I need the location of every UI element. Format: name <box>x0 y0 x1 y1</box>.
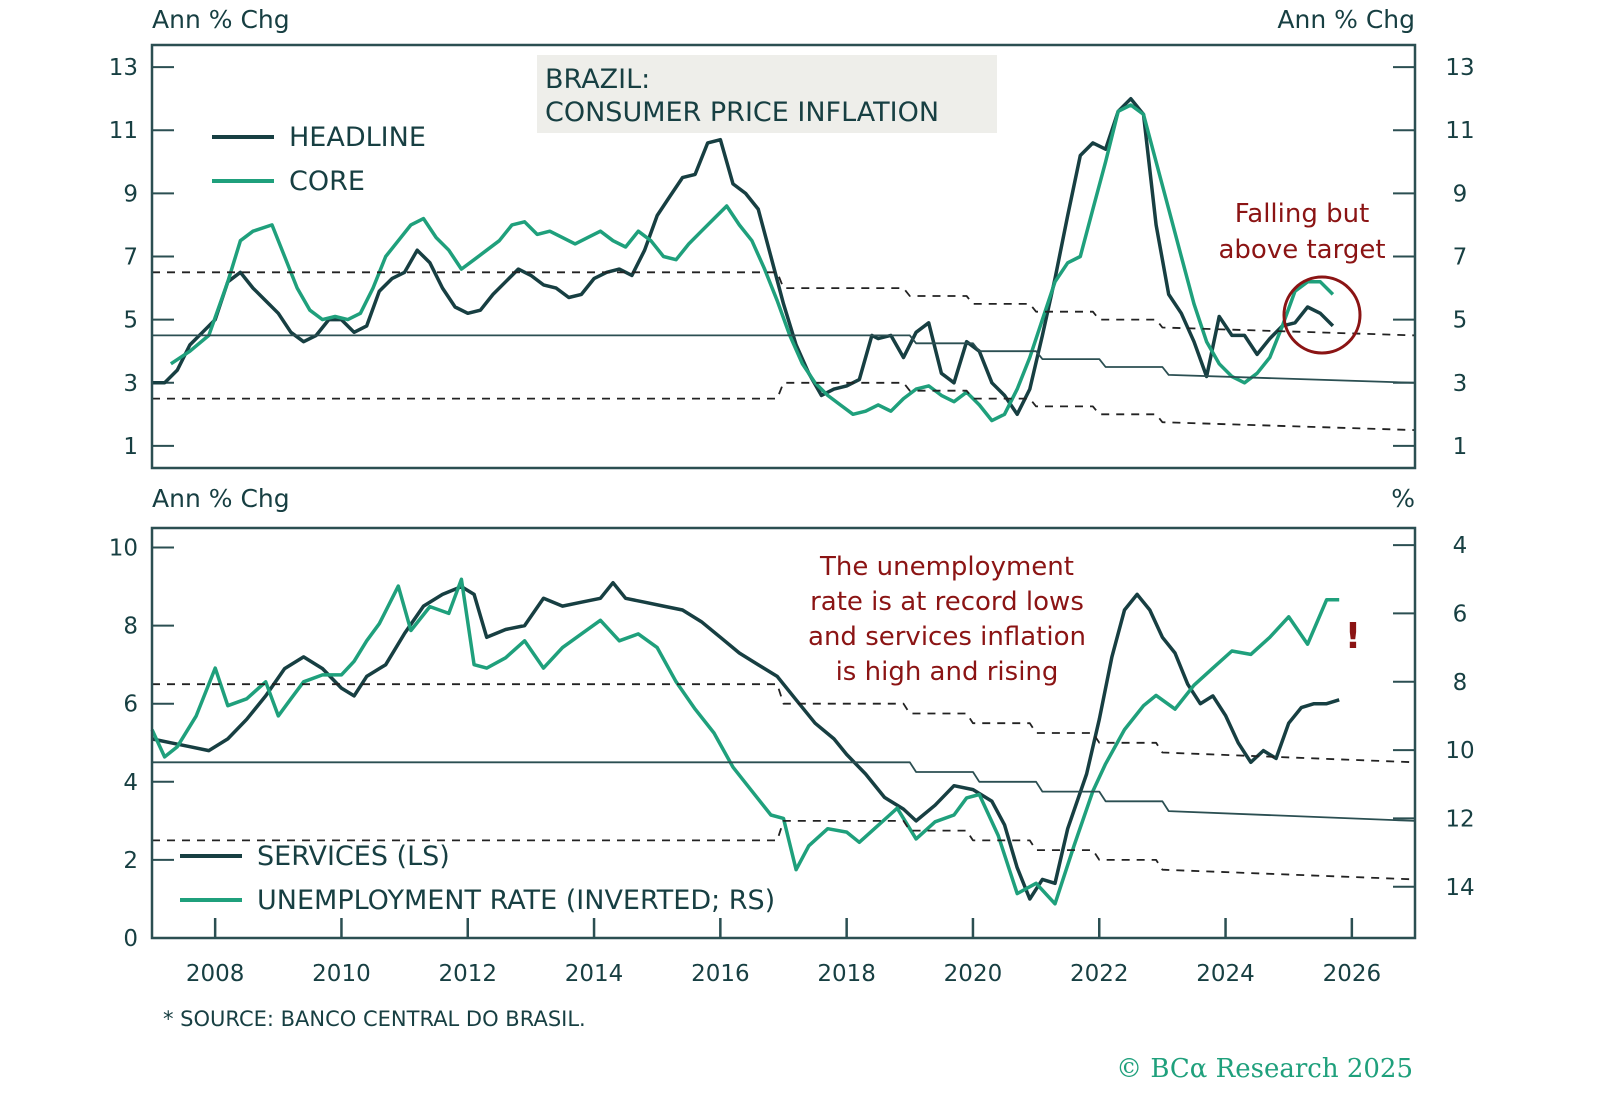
source-note: * SOURCE: BANCO CENTRAL DO BRASIL. <box>163 1007 586 1031</box>
bottom-legend: SERVICES (LS) UNEMPLOYMENT RATE (INVERTE… <box>180 841 775 916</box>
bottom-plot-frame <box>150 526 1417 940</box>
bottom-left-tick-label: 10 <box>109 536 138 562</box>
legend-unemployment-label: UNEMPLOYMENT RATE (INVERTED; RS) <box>257 885 775 916</box>
bottom-annotation-line3: and services inflation <box>808 622 1086 652</box>
top-annotation-line2: above target <box>1218 235 1385 265</box>
x-tick-label: 2020 <box>944 961 1003 987</box>
top-right-tick-label: 1 <box>1453 434 1468 460</box>
top-panel: Ann % Chg Ann % Chg BRAZIL: CONSUMER PRI… <box>109 5 1475 470</box>
x-tick-label: 2018 <box>817 961 876 987</box>
target-center-line <box>152 761 1416 822</box>
x-axis: 2008 2010 2012 2014 2016 2018 2020 2022 2024 2026 <box>186 918 1381 987</box>
bottom-right-tick-label: 6 <box>1453 601 1468 627</box>
headline-line <box>152 96 1335 417</box>
x-tick-label: 2008 <box>186 961 245 987</box>
bottom-annotation-line4: is high and rising <box>836 657 1059 687</box>
bottom-left-tick-label: 4 <box>123 770 138 796</box>
target-center-line <box>152 334 1416 384</box>
top-right-tick-label: 11 <box>1445 118 1474 144</box>
legend-services-label: SERVICES (LS) <box>257 841 450 872</box>
target-band-line <box>152 820 1416 881</box>
top-left-tick-label: 3 <box>123 371 138 397</box>
top-left-axis-label: Ann % Chg <box>152 5 290 34</box>
credit-text: © BCα Research 2025 <box>1116 1054 1413 1084</box>
x-tick-label: 2010 <box>312 961 371 987</box>
bottom-right-tick-label: 4 <box>1453 533 1468 559</box>
exclamation-mark: ! <box>1345 616 1361 657</box>
x-tick-label: 2016 <box>691 961 750 987</box>
bottom-right-tick-label: 10 <box>1445 738 1474 764</box>
top-annotation-line1: Falling but <box>1235 199 1370 229</box>
x-tick-label: 2024 <box>1196 961 1255 987</box>
x-tick-label: 2022 <box>1070 961 1129 987</box>
top-left-tick-label: 5 <box>123 308 138 334</box>
bottom-left-tick-label: 8 <box>123 614 138 640</box>
top-left-tick-label: 9 <box>123 181 138 207</box>
target-band-line <box>152 271 1416 337</box>
x-tick-label: 2026 <box>1323 961 1382 987</box>
title-box <box>537 55 997 133</box>
top-series <box>152 96 1416 431</box>
bottom-left-tick-label: 2 <box>123 848 138 874</box>
bottom-annotation-line2: rate is at record lows <box>810 587 1084 617</box>
top-plot-frame <box>150 43 1417 470</box>
bottom-left-axis-label: Ann % Chg <box>152 484 290 513</box>
top-right-tick-label: 5 <box>1453 308 1468 334</box>
top-left-tick-label: 1 <box>123 434 138 460</box>
top-right-tick-label: 13 <box>1445 55 1474 81</box>
x-tick-label: 2012 <box>438 961 497 987</box>
target-band-line <box>152 381 1416 431</box>
top-legend: HEADLINE CORE <box>212 122 426 197</box>
bottom-left-tick-label: 0 <box>123 926 138 952</box>
bottom-panel: Ann % Chg % 0 2 4 6 8 10 4 6 8 10 12 14 SERVICES (L… <box>109 484 1475 987</box>
legend-core-label: CORE <box>289 166 365 197</box>
chart-title: BRAZIL: <box>545 64 650 95</box>
legend-headline-label: HEADLINE <box>289 122 426 153</box>
bottom-right-tick-label: 8 <box>1453 670 1468 696</box>
bottom-grid: 0 2 4 6 8 10 4 6 8 10 12 14 <box>109 533 1475 952</box>
top-right-axis-label: Ann % Chg <box>1277 5 1415 34</box>
target-band-line <box>152 683 1416 764</box>
annotation-circle <box>1282 275 1362 355</box>
chart-subtitle: CONSUMER PRICE INFLATION <box>545 97 939 128</box>
top-right-tick-label: 3 <box>1453 371 1468 397</box>
top-left-tick-label: 7 <box>123 245 138 271</box>
unemployment-line <box>150 577 1340 906</box>
top-right-tick-label: 7 <box>1453 245 1468 271</box>
core-line <box>169 103 1335 423</box>
bottom-right-tick-label: 14 <box>1445 875 1474 901</box>
top-right-tick-label: 9 <box>1453 181 1468 207</box>
top-left-tick-label: 11 <box>109 118 138 144</box>
bottom-annotation-line1: The unemployment <box>819 552 1074 582</box>
bottom-left-tick-label: 6 <box>123 692 138 718</box>
x-tick-label: 2014 <box>565 961 624 987</box>
bottom-right-axis-label: % <box>1391 484 1415 513</box>
top-left-tick-label: 13 <box>109 55 138 81</box>
bottom-series <box>150 577 1416 906</box>
services-line <box>151 580 1340 901</box>
bottom-right-tick-label: 12 <box>1445 806 1474 832</box>
